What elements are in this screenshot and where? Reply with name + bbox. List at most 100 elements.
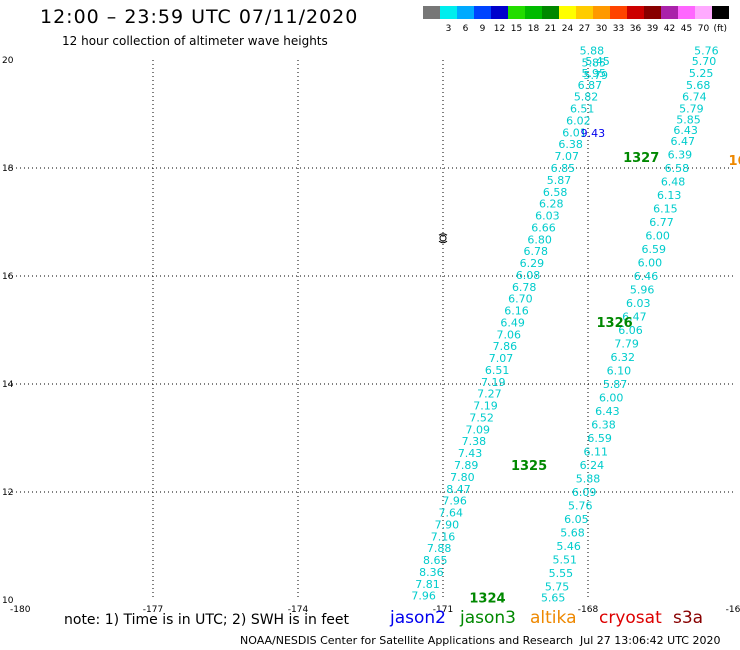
data-point-jason3: 5.45 xyxy=(585,55,610,68)
data-point-jason3: 7.81 xyxy=(415,578,440,591)
legend-unit: (ft) xyxy=(713,24,727,34)
data-point-jason3: 6.80 xyxy=(527,233,552,246)
legend-swatch xyxy=(508,6,525,19)
data-point-altika: 6.39 xyxy=(668,149,693,162)
data-point-jason3: 6.70 xyxy=(508,293,533,306)
sat-label-jason2: jason2 xyxy=(390,608,446,628)
legend-tick-label: 9 xyxy=(480,24,486,34)
data-point-jason3: 7.43 xyxy=(458,447,483,460)
legend-tick-label: 12 xyxy=(494,24,505,34)
legend-tick-label: 42 xyxy=(664,24,675,34)
legend-swatch xyxy=(457,6,474,19)
legend-tick-label: 33 xyxy=(613,24,624,34)
data-point-jason3: 6.51 xyxy=(485,364,510,377)
legend-swatch xyxy=(627,6,644,19)
data-point-altika: 6.59 xyxy=(641,243,666,256)
legend-swatch xyxy=(576,6,593,19)
legend-tick-label: 21 xyxy=(545,24,556,34)
data-point-jason3: 7.19 xyxy=(473,400,498,413)
data-point-jason3: 7.88 xyxy=(427,542,452,555)
data-point-jason3: 7.96 xyxy=(411,590,436,603)
legend-swatch xyxy=(491,6,508,19)
data-point-altika: 5.68 xyxy=(686,79,711,92)
data-point-jason3: 6.87 xyxy=(578,79,603,92)
legend-tick-label: 18 xyxy=(528,24,540,34)
data-point-altika: 5.68 xyxy=(560,527,585,540)
chart-title: 12:00 – 23:59 UTC 07/11/2020 xyxy=(40,6,359,28)
legend-swatch xyxy=(474,6,491,19)
data-point-altika: 6.43 xyxy=(595,405,620,418)
data-point-altika: 5.76 xyxy=(568,500,593,513)
sat-label-altika: altika xyxy=(530,608,577,628)
legend-tick-label: 39 xyxy=(647,24,659,34)
data-point-altika: 7.79 xyxy=(614,338,639,351)
color-scale-legend: 3 6 9 12 15 18 21 24 27 30 33 36 39 42 45 70 (ft) xyxy=(423,6,729,34)
data-point-jason3: 5.87 xyxy=(547,174,572,187)
footer-note: note: 1) Time is in UTC; 2) SWH is in fe… xyxy=(64,612,350,628)
x-tick-label: -168 xyxy=(578,605,599,615)
legend-swatch xyxy=(661,6,678,19)
x-tick-label: -180 xyxy=(10,605,31,615)
data-point-jason3: 7.90 xyxy=(435,518,460,531)
data-point-altika: 5.79 xyxy=(679,103,704,116)
pass-label: 1326 xyxy=(596,316,632,331)
y-tick-label: 14 xyxy=(2,380,14,390)
data-point-jason3-ext: 5.88 xyxy=(580,44,605,57)
data-point-jason3: 6.78 xyxy=(524,245,549,258)
data-point-jason3: 6.16 xyxy=(504,305,529,318)
data-point-jason3: 7.07 xyxy=(554,150,579,163)
data-point-altika: 5.51 xyxy=(553,554,578,567)
data-point-altika: 6.48 xyxy=(661,176,686,189)
legend-swatch xyxy=(559,6,576,19)
data-point-jason3: 7.64 xyxy=(438,507,463,520)
pass-label: 1656 xyxy=(728,154,740,169)
legend-tick-label: 70 xyxy=(698,24,710,34)
data-point-jason3-ext: 5.85 xyxy=(582,57,607,70)
x-tick-label: -171 xyxy=(433,605,453,615)
data-point-jason3: 6.85 xyxy=(551,162,576,175)
data-point-jason3: 7.89 xyxy=(454,459,479,472)
data-point-altika: 6.46 xyxy=(634,270,659,283)
data-point-altika: 6.47 xyxy=(622,311,647,324)
data-point-altika: 6.05 xyxy=(564,513,589,526)
legend-tick-label: 27 xyxy=(579,24,590,34)
data-point-altika: 6.43 xyxy=(673,124,698,137)
data-point-jason3: 8.65 xyxy=(423,554,448,567)
legend-tick-label: 45 xyxy=(681,24,692,34)
data-point-altika: 6.00 xyxy=(645,230,670,243)
data-point-jason3: 7.86 xyxy=(493,340,518,353)
data-point-jason3: 6.58 xyxy=(543,186,568,199)
legend-swatch xyxy=(423,6,440,19)
data-point-altika: 6.10 xyxy=(607,365,632,378)
sat-label-jason3: jason3 xyxy=(460,608,516,628)
data-point-jason3: 7.80 xyxy=(450,471,475,484)
data-point-altika: 5.96 xyxy=(630,284,655,297)
data-point-altika: 6.00 xyxy=(599,392,624,405)
data-point-altika: 5.76 xyxy=(694,44,719,57)
data-point-altika: 5.25 xyxy=(689,67,714,80)
data-point-jason3: 6.03 xyxy=(535,210,560,223)
data-point-jason3: 7.06 xyxy=(496,328,521,341)
data-point-altika: 5.46 xyxy=(556,540,581,553)
legend-swatch xyxy=(440,6,457,19)
data-point-jason3: 7.27 xyxy=(477,388,502,401)
data-point-altika: 5.70 xyxy=(692,55,717,68)
data-point-altika: 6.06 xyxy=(618,324,643,337)
y-tick-label: 16 xyxy=(2,272,14,282)
legend-tick-label: 24 xyxy=(562,24,574,34)
y-tick-label: 20 xyxy=(2,56,14,66)
x-tick-label: -177 xyxy=(143,605,163,615)
data-point-jason3: 6.51 xyxy=(570,103,595,116)
data-point-jason3: 8.36 xyxy=(419,566,444,579)
data-point-jason3: 7.38 xyxy=(462,435,487,448)
data-point-altika: 6.13 xyxy=(657,189,682,202)
data-point-altika: 6.24 xyxy=(580,459,605,472)
data-point-jason3-ext: 5.79 xyxy=(583,69,608,82)
data-point-altika: 6.11 xyxy=(583,446,608,459)
data-point-altika: 5.85 xyxy=(676,113,701,126)
data-point-altika: 5.65 xyxy=(541,591,566,604)
data-point-jason3: 5.95 xyxy=(582,67,607,80)
data-point-altika: 6.32 xyxy=(611,351,636,364)
legend-swatch xyxy=(644,6,661,19)
y-tick-label: 12 xyxy=(2,488,13,498)
